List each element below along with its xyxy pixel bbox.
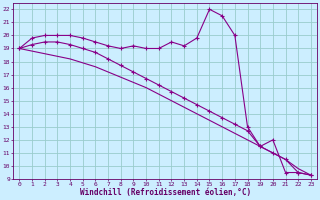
X-axis label: Windchill (Refroidissement éolien,°C): Windchill (Refroidissement éolien,°C) <box>80 188 251 197</box>
